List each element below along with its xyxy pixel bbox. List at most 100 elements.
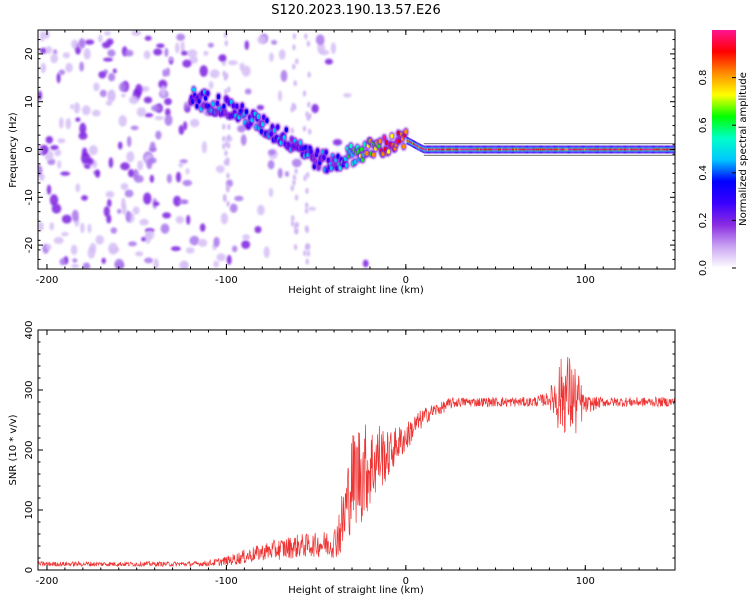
x-tick-label: 100 — [576, 275, 595, 286]
speckle-blob — [180, 41, 185, 52]
speckle-blob — [216, 253, 226, 262]
ridge-core — [438, 148, 440, 151]
ridge-core — [554, 148, 555, 151]
ridge-core — [587, 148, 589, 151]
speckle-blob — [293, 222, 298, 229]
speckle-blob — [332, 139, 343, 146]
spectrogram-y-ticks: -20 -10 0 10 20 — [24, 29, 675, 270]
speckle-blob — [244, 88, 252, 95]
ridge-core — [655, 148, 657, 151]
speckle-blob — [81, 152, 91, 164]
x-tick-label: -200 — [36, 275, 59, 286]
ridge-core — [500, 148, 502, 151]
ridge-core — [597, 148, 598, 151]
speckle-blob — [182, 59, 192, 68]
speckle-blob — [121, 93, 126, 98]
ridge-core — [453, 148, 455, 151]
speckle-blob — [139, 218, 149, 226]
speckle-blob — [146, 159, 153, 170]
speckle-blob — [110, 227, 118, 234]
speckle-blob — [277, 90, 283, 102]
speckle-blob — [179, 159, 188, 164]
ridge-core — [498, 148, 499, 151]
ridge-core — [522, 148, 524, 151]
ridge-core — [443, 148, 445, 151]
ridge-core — [650, 148, 652, 151]
ridge-core — [566, 148, 568, 151]
ridge-core — [276, 124, 280, 130]
ridge-core — [499, 148, 501, 151]
ridge-core — [661, 148, 663, 151]
speckle-blob — [226, 172, 230, 179]
ridge-core — [640, 148, 642, 151]
speckle-blob — [45, 244, 52, 250]
ridge-core — [422, 148, 424, 151]
snr-series-line — [38, 356, 675, 568]
ridge-core — [429, 148, 431, 151]
ridge-core — [481, 148, 483, 151]
ridge-core — [467, 148, 469, 151]
speckle-blob — [118, 115, 127, 127]
snr-panel: -200 -100 0 100 0 100 200 300 400 Height of str… — [8, 320, 676, 596]
speckle-blob — [241, 240, 251, 249]
colorbar-bar — [712, 30, 736, 268]
ridge-core — [465, 148, 467, 151]
ridge-core — [496, 148, 498, 151]
speckle-blob — [254, 226, 262, 234]
ridge-core — [460, 148, 462, 151]
speckle-blob — [88, 145, 98, 156]
ridge-core — [360, 147, 364, 152]
ridge-core — [479, 148, 481, 151]
ridge-core — [555, 148, 556, 151]
ridge-core — [315, 148, 320, 154]
speckle-blob — [132, 206, 140, 215]
speckle-blob — [38, 221, 44, 232]
x-tick-label: 0 — [403, 275, 409, 286]
speckle-blob — [237, 125, 246, 133]
ridge-core — [475, 148, 477, 151]
speckle-blob — [303, 175, 307, 182]
ridge-core — [371, 152, 376, 158]
speckle-blob — [175, 215, 184, 224]
ridge-core — [537, 148, 539, 151]
ridge-core — [349, 143, 353, 149]
ridge-core — [284, 127, 288, 133]
ridge-core — [424, 148, 426, 151]
speckle-blob — [227, 86, 231, 93]
speckle-blob — [115, 262, 125, 269]
speckle-blob — [165, 67, 170, 77]
ridge-core — [510, 148, 512, 151]
ridge-core — [530, 148, 532, 151]
speckle-blob — [201, 141, 207, 154]
spectrogram-ridge — [188, 85, 675, 175]
speckle-blob — [51, 203, 62, 214]
speckle-blob — [292, 63, 296, 70]
speckle-blob — [224, 150, 228, 157]
speckle-blob — [160, 85, 167, 97]
speckle-blob — [175, 42, 180, 54]
ridge-core — [590, 148, 592, 151]
speckle-blob — [40, 62, 47, 74]
speckle-blob — [46, 184, 52, 195]
speckle-blob — [149, 141, 156, 152]
speckle-blob — [292, 174, 297, 181]
spectrogram-x-label: Height of straight line (km) — [288, 285, 424, 296]
ridge-core — [215, 100, 220, 106]
speckle-blob — [83, 48, 91, 60]
speckle-blob — [125, 210, 131, 223]
speckle-blob — [302, 90, 307, 97]
ridge-core — [437, 148, 439, 151]
spectrogram-speckle — [38, 30, 371, 269]
speckle-blob — [61, 232, 69, 237]
speckle-blob — [47, 158, 56, 165]
speckle-blob — [229, 203, 238, 213]
speckle-blob — [227, 124, 231, 131]
ridge-core — [536, 148, 538, 151]
speckle-blob — [80, 222, 85, 234]
speckle-blob — [293, 80, 297, 87]
ridge-core — [445, 148, 447, 151]
speckle-blob — [71, 263, 80, 269]
speckle-blob — [291, 215, 295, 222]
ridge-core — [641, 148, 643, 151]
ridge-core — [621, 148, 623, 151]
